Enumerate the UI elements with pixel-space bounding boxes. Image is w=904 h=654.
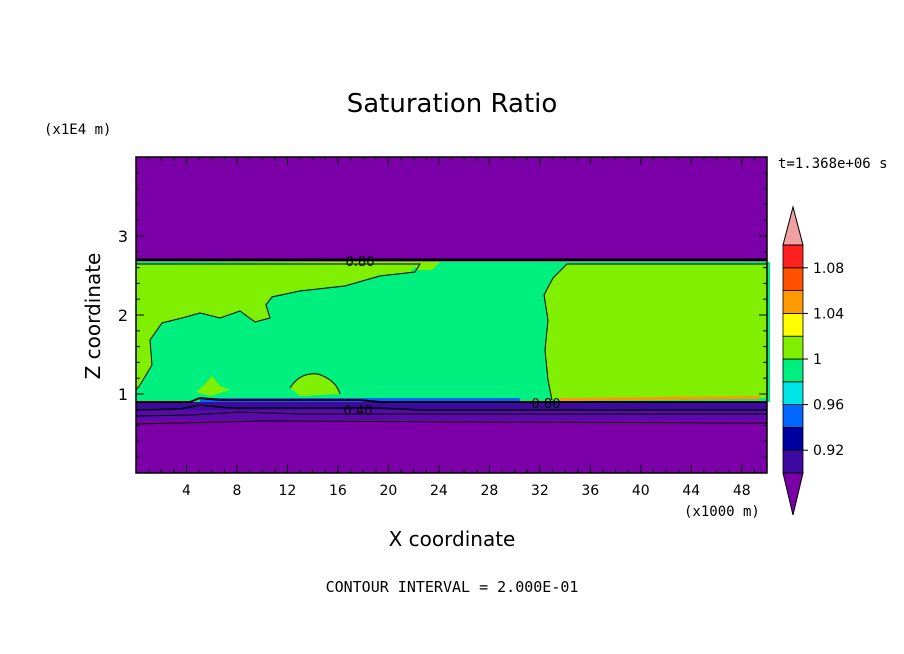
x-tick-label: 32 (531, 483, 549, 499)
contour-base-3 (135, 411, 767, 417)
contour-blob (289, 373, 341, 395)
time-label: t=1.368e+06 s (778, 156, 888, 172)
supersaturated-blob (290, 373, 340, 396)
contour-base-2 (135, 404, 767, 411)
colorbar-label: 0.92 (813, 443, 844, 459)
x-tick-label: 40 (632, 483, 650, 499)
x-tick-label: 24 (430, 483, 448, 499)
y-axis: 1 2 3 (118, 172, 767, 458)
colorbar-band (782, 381, 804, 405)
plot-area: 0.80 0.40 0.80 (135, 156, 770, 474)
x-tick-label: 8 (232, 483, 241, 499)
colorbar-band (782, 312, 804, 337)
x-axis-label: X coordinate (389, 527, 516, 551)
contour-interval-note: CONTOUR INTERVAL = 2.000E-01 (326, 578, 579, 596)
colorbar-lower-triangle (782, 472, 804, 516)
colorbar-band (782, 267, 804, 291)
x-axis: 4 8 12 16 20 24 28 32 36 40 44 48 (148, 157, 755, 499)
supersaturated-patch-west (136, 262, 420, 390)
x-tick-label: 48 (733, 483, 751, 499)
colorbar-label: 1.08 (813, 261, 844, 277)
colorbar-label: 1 (813, 352, 822, 368)
x-tick-label: 36 (581, 483, 599, 499)
contour-label-east: 0.80 (532, 397, 561, 412)
contour-base-1 (136, 396, 767, 403)
y-tick-label: 1 (118, 385, 128, 404)
contour-east-edge (543, 263, 767, 401)
colorbar-band (782, 404, 804, 428)
dark-band-1 (136, 402, 767, 410)
upper-dry-layer (136, 157, 767, 260)
x-tick-label: 16 (329, 483, 347, 499)
colorbar-band (782, 426, 804, 451)
colorbar-band (782, 290, 804, 314)
contour-lines (135, 258, 768, 425)
supersaturated-tuft (196, 376, 230, 396)
x-multiplier-label: (x1000 m) (684, 504, 760, 520)
colorbar-band (782, 244, 804, 269)
colorbar-band (782, 335, 804, 360)
warm-streak (560, 396, 760, 401)
colorbar-band (782, 449, 804, 474)
supersaturated-layer-east (544, 264, 767, 400)
dark-band-2 (136, 410, 767, 420)
y-multiplier-label: (x1E4 m) (44, 122, 111, 138)
contour-base-4 (135, 420, 768, 425)
colorbar: 0.92 0.96 1 1.04 1.08 (782, 205, 844, 516)
chart-title: Saturation Ratio (347, 89, 558, 119)
x-tick-label: 12 (279, 483, 297, 499)
y-tick-label: 2 (118, 306, 128, 325)
colorbar-upper-triangle (782, 205, 804, 246)
y-axis-label: Z coordinate (81, 253, 105, 380)
x-tick-label: 44 (682, 483, 700, 499)
contour-upper-edge (135, 263, 421, 391)
x-tick-label: 20 (379, 483, 397, 499)
contour-label-top: 0.80 (346, 255, 375, 270)
x-tick-label: 4 (182, 483, 191, 499)
colorbar-label: 0.96 (813, 398, 844, 414)
x-tick-label: 28 (480, 483, 498, 499)
y-tick-label: 3 (118, 227, 128, 246)
colorbar-band (782, 358, 804, 383)
contour-label-lower: 0.40 (344, 404, 373, 419)
colorbar-label: 1.04 (813, 306, 844, 322)
